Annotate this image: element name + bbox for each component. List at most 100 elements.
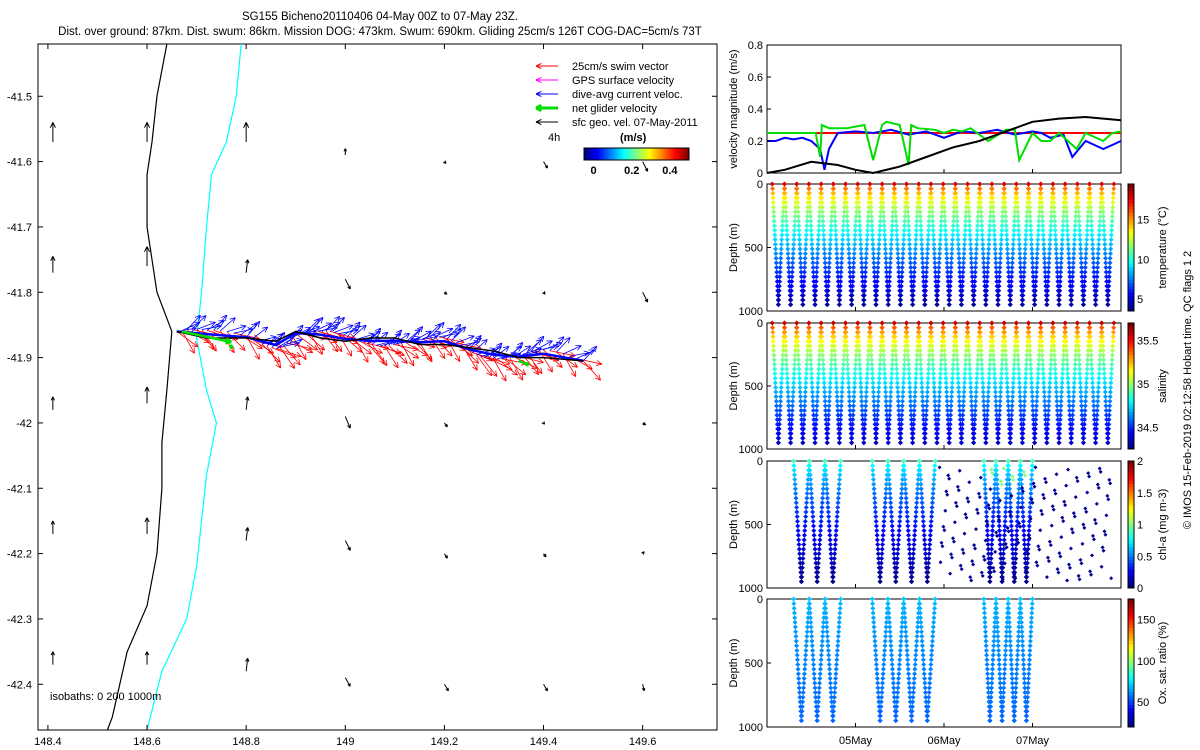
chla-frame: [766, 460, 1122, 589]
dac-vector: [226, 324, 247, 333]
geo-vector: [641, 551, 645, 555]
dac-vector: [186, 314, 201, 331]
legend-time-label: 4h: [548, 132, 560, 144]
velocity-y-tick-label: 0.4: [748, 104, 763, 116]
dac-track-line: [176, 330, 584, 363]
dac-vector: [455, 335, 475, 344]
swim-vector: [505, 357, 527, 376]
swim-vector: [181, 330, 195, 354]
geo-vector: [50, 651, 56, 665]
velocity-y-tick-label: 0.2: [748, 136, 763, 148]
isobaths-label: isobaths: 0 200 1000m: [50, 691, 161, 703]
dac-vector: [283, 338, 303, 346]
dac-vector: [513, 345, 532, 358]
geo-vector: [543, 553, 547, 558]
geo-vector: [344, 416, 351, 429]
swim-vector: [396, 343, 419, 359]
map-x-tick-label: 149.2: [431, 736, 459, 748]
time-tick-label: 07May: [1016, 735, 1050, 747]
swim-vector: [296, 334, 318, 351]
swim-vector: [492, 358, 507, 382]
time-tick-label: 05May: [839, 735, 873, 747]
chla-points: [791, 458, 1114, 585]
dac-vector: [434, 327, 454, 338]
dac-vector: [313, 322, 333, 332]
swim-vector: [434, 336, 453, 357]
net-velocity-vector: [228, 344, 234, 350]
geo-vector: [642, 161, 649, 172]
geo-vector: [343, 148, 348, 156]
swim-vector: [384, 345, 399, 369]
glider-path: [176, 330, 584, 362]
oxygen-y-axis-label: Depth (m): [728, 639, 740, 688]
map-y-tick-label: -41.6: [7, 157, 32, 169]
dac-vector: [409, 326, 424, 342]
geo-vector: [144, 651, 150, 665]
legend-label: 25cm/s swim vector: [572, 61, 669, 73]
map-y-tick-label: -41.5: [7, 91, 32, 103]
salinity-y-tick-label: 0: [757, 318, 763, 330]
map-y-tick-label: -41.8: [7, 287, 32, 299]
oxygen-colorbar-tick-label: 100: [1137, 656, 1155, 668]
chla-colorbar-label: chl-a (mg m-3): [1157, 489, 1169, 561]
oxygen-y-tick-label: 1000: [739, 722, 763, 734]
dac-vector: [488, 342, 503, 359]
salinity-points: [769, 320, 1117, 446]
title-line-2: Dist. over ground: 87km. Dist. swum: 86k…: [58, 26, 702, 38]
map-y-tick-label: -41.7: [7, 222, 32, 234]
dac-vector: [191, 315, 207, 330]
dac-vector: [562, 345, 582, 355]
colorbar-tick-label: 0.4: [662, 165, 678, 177]
swim-vector: [266, 345, 282, 369]
colorbar-unit-label: (m/s): [620, 132, 647, 144]
dac-vector: [350, 324, 367, 339]
swim-vector: [350, 338, 373, 355]
swim-vector: [400, 342, 415, 367]
oxygen-y-tick-label: 0: [757, 594, 763, 606]
velocity-y-tick-label: 0.6: [748, 72, 763, 84]
oxygen-points: [791, 596, 1035, 724]
dac-vector: [392, 333, 410, 345]
map-x-tick-label: 148.8: [232, 736, 260, 748]
swim-vector: [176, 331, 199, 348]
temperature-colorbar: [1127, 183, 1135, 312]
geo-vector: [642, 292, 649, 303]
swim-vector: [480, 356, 498, 377]
chla-colorbar-tick-label: 0.5: [1137, 551, 1152, 563]
net-velocity-vector: [518, 359, 530, 367]
dac-vector: [582, 345, 598, 362]
geo-vector: [49, 122, 56, 142]
swim-vector: [463, 347, 478, 371]
dac-vector: [196, 321, 216, 330]
temperature-colorbar-tick-label: 5: [1137, 294, 1143, 306]
temperature-colorbar-label: temperature (°C): [1157, 206, 1169, 288]
glider-track: [176, 314, 603, 382]
chla-colorbar: [1127, 460, 1135, 589]
geo-vector: [144, 386, 150, 404]
temperature-y-tick-label: 1000: [739, 306, 763, 318]
chla-y-axis-label: Depth (m): [728, 500, 740, 549]
temperature-colorbar-tick-label: 15: [1137, 215, 1149, 227]
geo-vector: [245, 657, 250, 672]
chla-y-tick-label: 500: [745, 520, 763, 532]
legend-arrow: [535, 118, 558, 126]
legend-label: GPS surface velocity: [572, 75, 675, 87]
dac-vector: [329, 317, 345, 332]
swim-vector: [497, 358, 518, 376]
swim-vector: [582, 360, 601, 381]
dac-vector: [530, 335, 545, 352]
geo-vector: [50, 396, 56, 410]
map-y-tick-label: -42.2: [7, 549, 32, 561]
temperature-y-tick-label: 0: [757, 179, 763, 191]
map-x-tick-label: 149.6: [629, 736, 657, 748]
velocity-y-axis-label: velocity magnitude (m/s): [728, 49, 740, 168]
geo-vector: [344, 677, 351, 687]
map-y-tick-label: -42.4: [7, 679, 32, 691]
swim-vector: [371, 344, 388, 367]
geo-vector: [245, 259, 250, 273]
velocity-frame: [766, 44, 1122, 174]
salinity-y-axis-label: Depth (m): [728, 362, 740, 411]
swim-vector: [279, 346, 296, 369]
